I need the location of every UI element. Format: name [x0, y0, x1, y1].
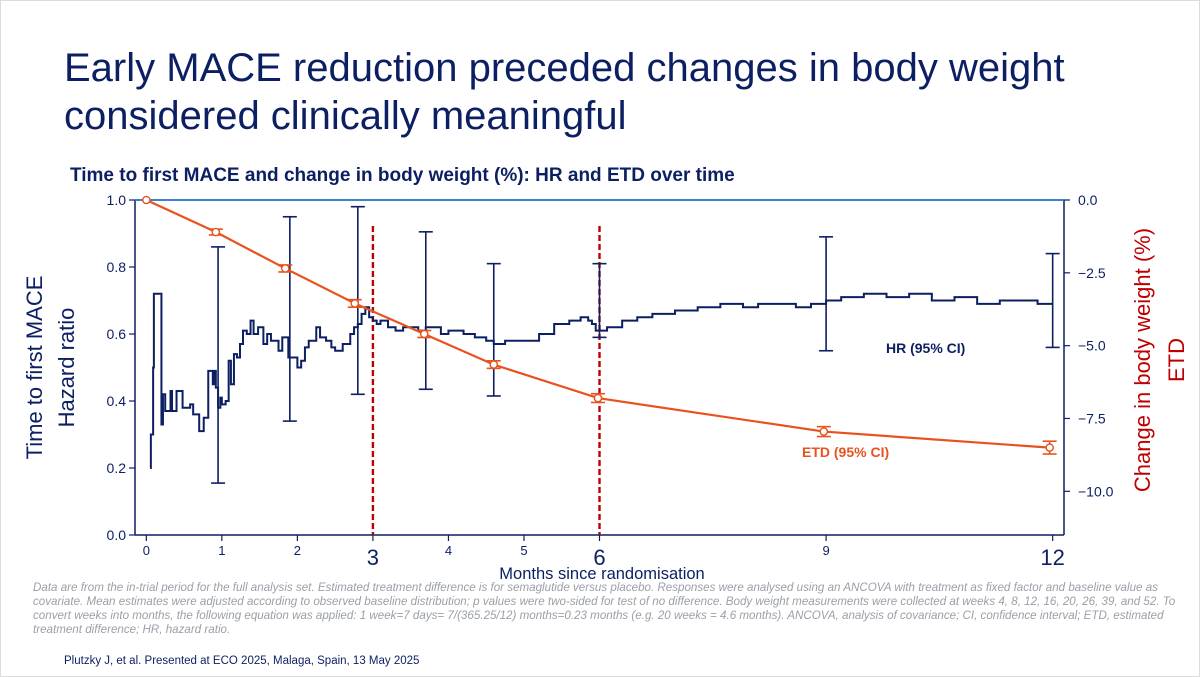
- x-tick-label: 1: [218, 543, 225, 558]
- chart-subtitle: Time to first MACE and change in body we…: [70, 165, 735, 186]
- x-tick-label: 12: [1040, 545, 1064, 570]
- x-tick-label: 2: [294, 543, 301, 558]
- x-tick-label: 3: [367, 545, 379, 570]
- x-axis-title: Months since randomisation: [499, 565, 704, 583]
- y-axis-left-title-line1: Time to first MACE: [22, 276, 47, 460]
- y-right-tick-label: −5.0: [1078, 338, 1106, 354]
- y-left-tick-label: 0.2: [107, 460, 127, 476]
- y-right-tick-label: −7.5: [1078, 410, 1106, 426]
- y-right-tick-label: 0.0: [1078, 192, 1098, 208]
- y-axis-right-title-line1: Change in body weight (%): [1130, 228, 1155, 492]
- y-left-tick-label: 0.4: [107, 393, 127, 409]
- chart: 0.0 0.2 0.4 0.6 0.8 1.0 0.0 −2.5 −5.0 −7.5 −10.0 0 1…: [22, 192, 1189, 583]
- hr-annotation: HR (95% CI): [886, 340, 965, 356]
- etd-point: [419, 329, 429, 339]
- y-left-tick-label: 0.0: [107, 527, 127, 543]
- y-axis-right-title-line2: ETD: [1164, 338, 1189, 382]
- x-tick-label: 9: [822, 543, 829, 558]
- etd-annotation: ETD (95% CI): [802, 444, 889, 460]
- y-axis-left-title-line2: Hazard ratio: [54, 308, 79, 428]
- etd-series-line: [145, 199, 1050, 449]
- etd-point: [281, 264, 290, 273]
- y-left-tick-label: 1.0: [107, 192, 127, 208]
- y-left-tick-label: 0.6: [107, 326, 127, 342]
- etd-point: [211, 227, 221, 237]
- x-tick-label: 5: [520, 543, 527, 558]
- etd-point: [489, 360, 499, 369]
- hr-series-line: [149, 292, 1053, 469]
- etd-point: [350, 299, 360, 308]
- slide-title: Early MACE reduction preceded changes in…: [64, 46, 1065, 138]
- etd-point: [142, 195, 151, 205]
- etd-point: [1045, 443, 1054, 452]
- x-tick-label: 6: [593, 545, 605, 570]
- y-right-tick-label: −2.5: [1078, 265, 1106, 281]
- citation: Plutzky J, et al. Presented at ECO 2025,…: [64, 655, 420, 667]
- etd-point: [819, 427, 829, 436]
- etd-point: [593, 393, 603, 403]
- x-tick-label: 0: [143, 543, 150, 558]
- y-left-tick-label: 0.8: [107, 259, 127, 275]
- footnote: Data are from the in-trial period for th…: [33, 581, 1176, 636]
- x-tick-label: 4: [445, 543, 452, 558]
- y-right-tick-label: −10.0: [1078, 483, 1114, 499]
